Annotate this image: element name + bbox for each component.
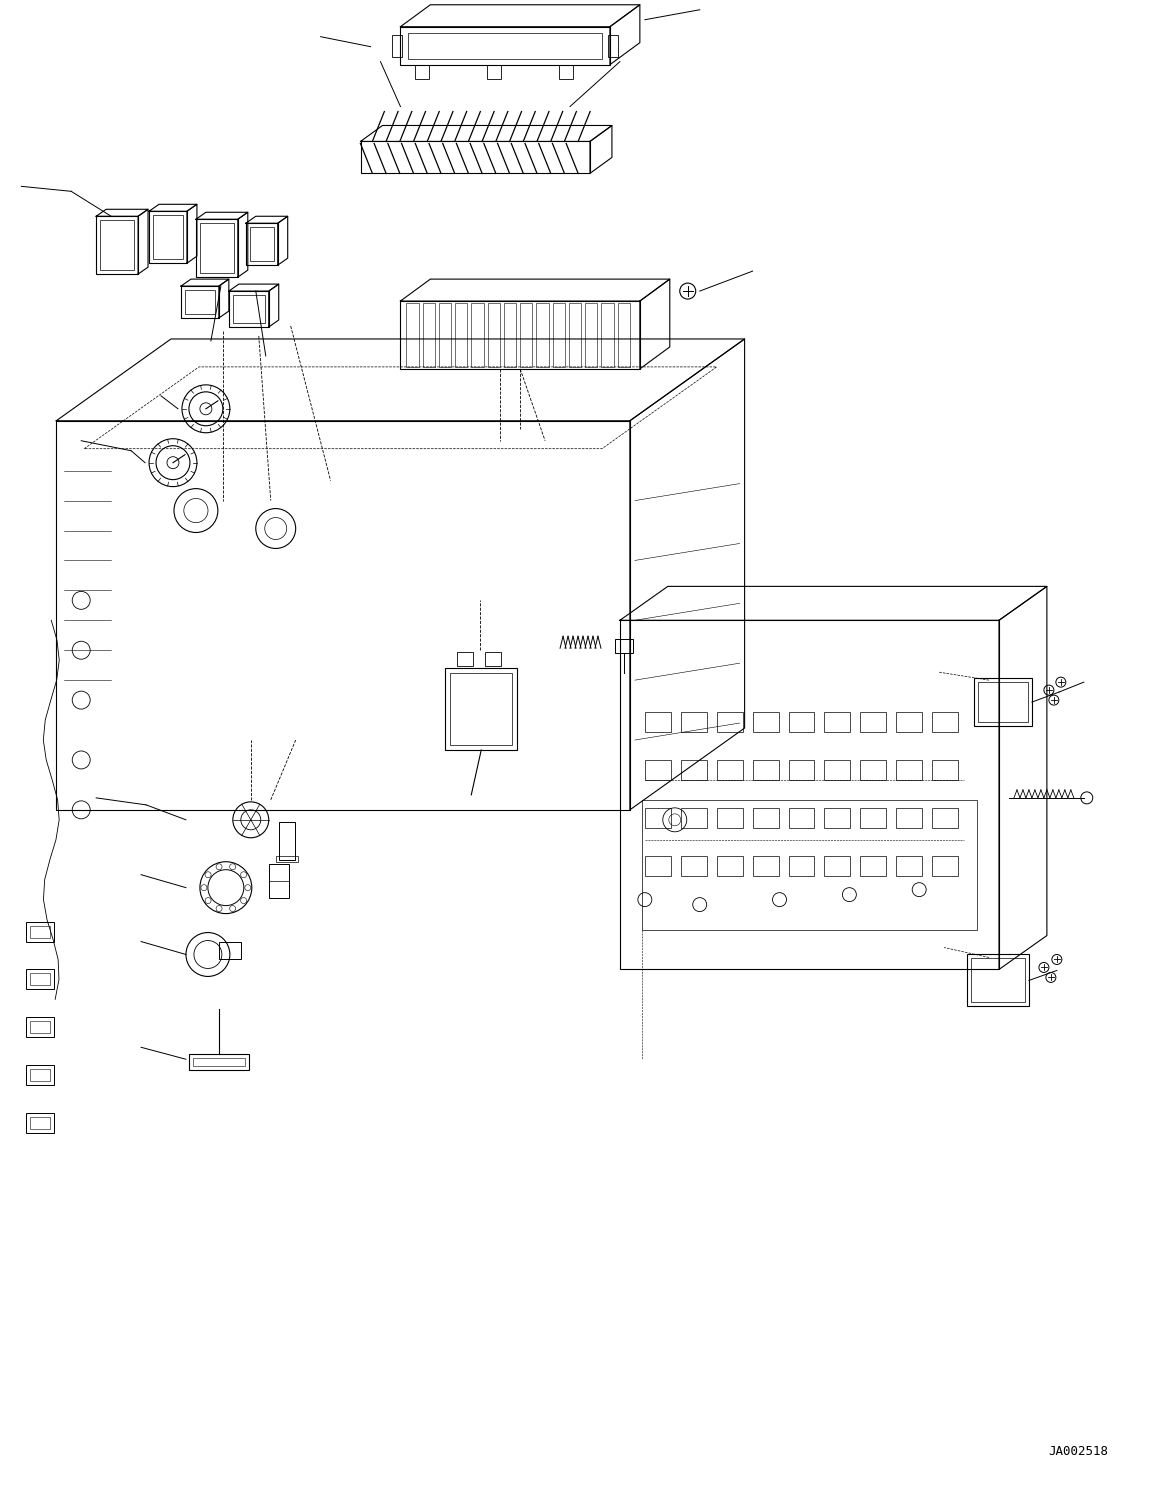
Bar — [569, 304, 582, 368]
Bar — [975, 679, 1032, 726]
Bar — [445, 668, 518, 750]
Bar — [680, 808, 707, 827]
Bar — [601, 304, 614, 368]
Bar — [825, 808, 850, 827]
Bar — [504, 304, 516, 368]
Bar — [897, 856, 922, 875]
Bar — [471, 304, 484, 368]
Bar — [552, 304, 565, 368]
Bar — [861, 760, 886, 780]
Bar — [968, 954, 1029, 1006]
Bar — [752, 808, 778, 827]
Bar — [250, 228, 273, 262]
Bar — [644, 808, 671, 827]
Bar — [361, 141, 590, 174]
Bar — [245, 223, 278, 265]
Bar — [422, 304, 435, 368]
Bar — [408, 33, 602, 58]
Bar — [716, 856, 743, 875]
Bar — [642, 801, 977, 930]
Bar — [27, 1018, 55, 1037]
Bar — [620, 620, 999, 970]
Bar — [30, 1117, 50, 1129]
Bar — [644, 713, 671, 732]
Bar — [27, 1113, 55, 1132]
Bar — [233, 295, 265, 323]
Bar — [100, 220, 134, 271]
Bar — [752, 713, 778, 732]
Bar — [825, 713, 850, 732]
Bar — [30, 973, 50, 985]
Bar — [789, 856, 814, 875]
Bar — [154, 216, 183, 259]
Bar — [30, 1021, 50, 1033]
Bar — [487, 64, 501, 79]
Bar — [978, 682, 1028, 722]
Bar — [219, 942, 241, 960]
Bar — [279, 821, 294, 860]
Bar — [457, 652, 473, 667]
Bar — [716, 713, 743, 732]
Bar — [181, 286, 219, 318]
Bar — [752, 760, 778, 780]
Bar — [149, 211, 187, 263]
Bar — [789, 808, 814, 827]
Bar — [520, 304, 533, 368]
Bar — [438, 304, 451, 368]
Bar — [415, 64, 429, 79]
Bar — [536, 304, 549, 368]
Bar — [825, 856, 850, 875]
Bar — [608, 34, 618, 57]
Bar — [861, 856, 886, 875]
Bar — [825, 760, 850, 780]
Bar — [276, 856, 298, 862]
Bar — [933, 856, 958, 875]
Bar — [644, 760, 671, 780]
Bar — [680, 856, 707, 875]
Bar — [615, 640, 633, 653]
Bar — [27, 970, 55, 990]
Bar — [455, 304, 468, 368]
Bar — [559, 64, 573, 79]
Bar — [933, 808, 958, 827]
Bar — [933, 713, 958, 732]
Bar — [27, 1065, 55, 1085]
Bar — [400, 301, 640, 369]
Text: JA002518: JA002518 — [1049, 1445, 1108, 1458]
Bar — [716, 760, 743, 780]
Bar — [585, 304, 598, 368]
Bar — [618, 304, 630, 368]
Bar — [485, 652, 501, 667]
Bar — [400, 27, 609, 64]
Bar — [861, 713, 886, 732]
Bar — [185, 290, 215, 314]
Bar — [229, 292, 269, 327]
Bar — [97, 216, 138, 274]
Bar — [269, 863, 288, 897]
Bar — [193, 1058, 244, 1067]
Bar — [406, 304, 419, 368]
Bar — [716, 808, 743, 827]
Bar — [752, 856, 778, 875]
Bar — [861, 808, 886, 827]
Bar — [487, 304, 500, 368]
Bar — [897, 808, 922, 827]
Bar — [450, 673, 512, 745]
Bar — [933, 760, 958, 780]
Bar — [200, 223, 234, 274]
Bar — [789, 713, 814, 732]
Bar — [27, 921, 55, 942]
Bar — [30, 926, 50, 937]
Bar — [188, 1055, 249, 1070]
Bar — [897, 760, 922, 780]
Bar — [644, 856, 671, 875]
Bar — [897, 713, 922, 732]
Bar — [195, 219, 237, 277]
Bar — [971, 958, 1025, 1003]
Bar — [30, 1070, 50, 1082]
Bar — [680, 760, 707, 780]
Bar — [789, 760, 814, 780]
Bar — [680, 713, 707, 732]
Bar — [392, 34, 402, 57]
